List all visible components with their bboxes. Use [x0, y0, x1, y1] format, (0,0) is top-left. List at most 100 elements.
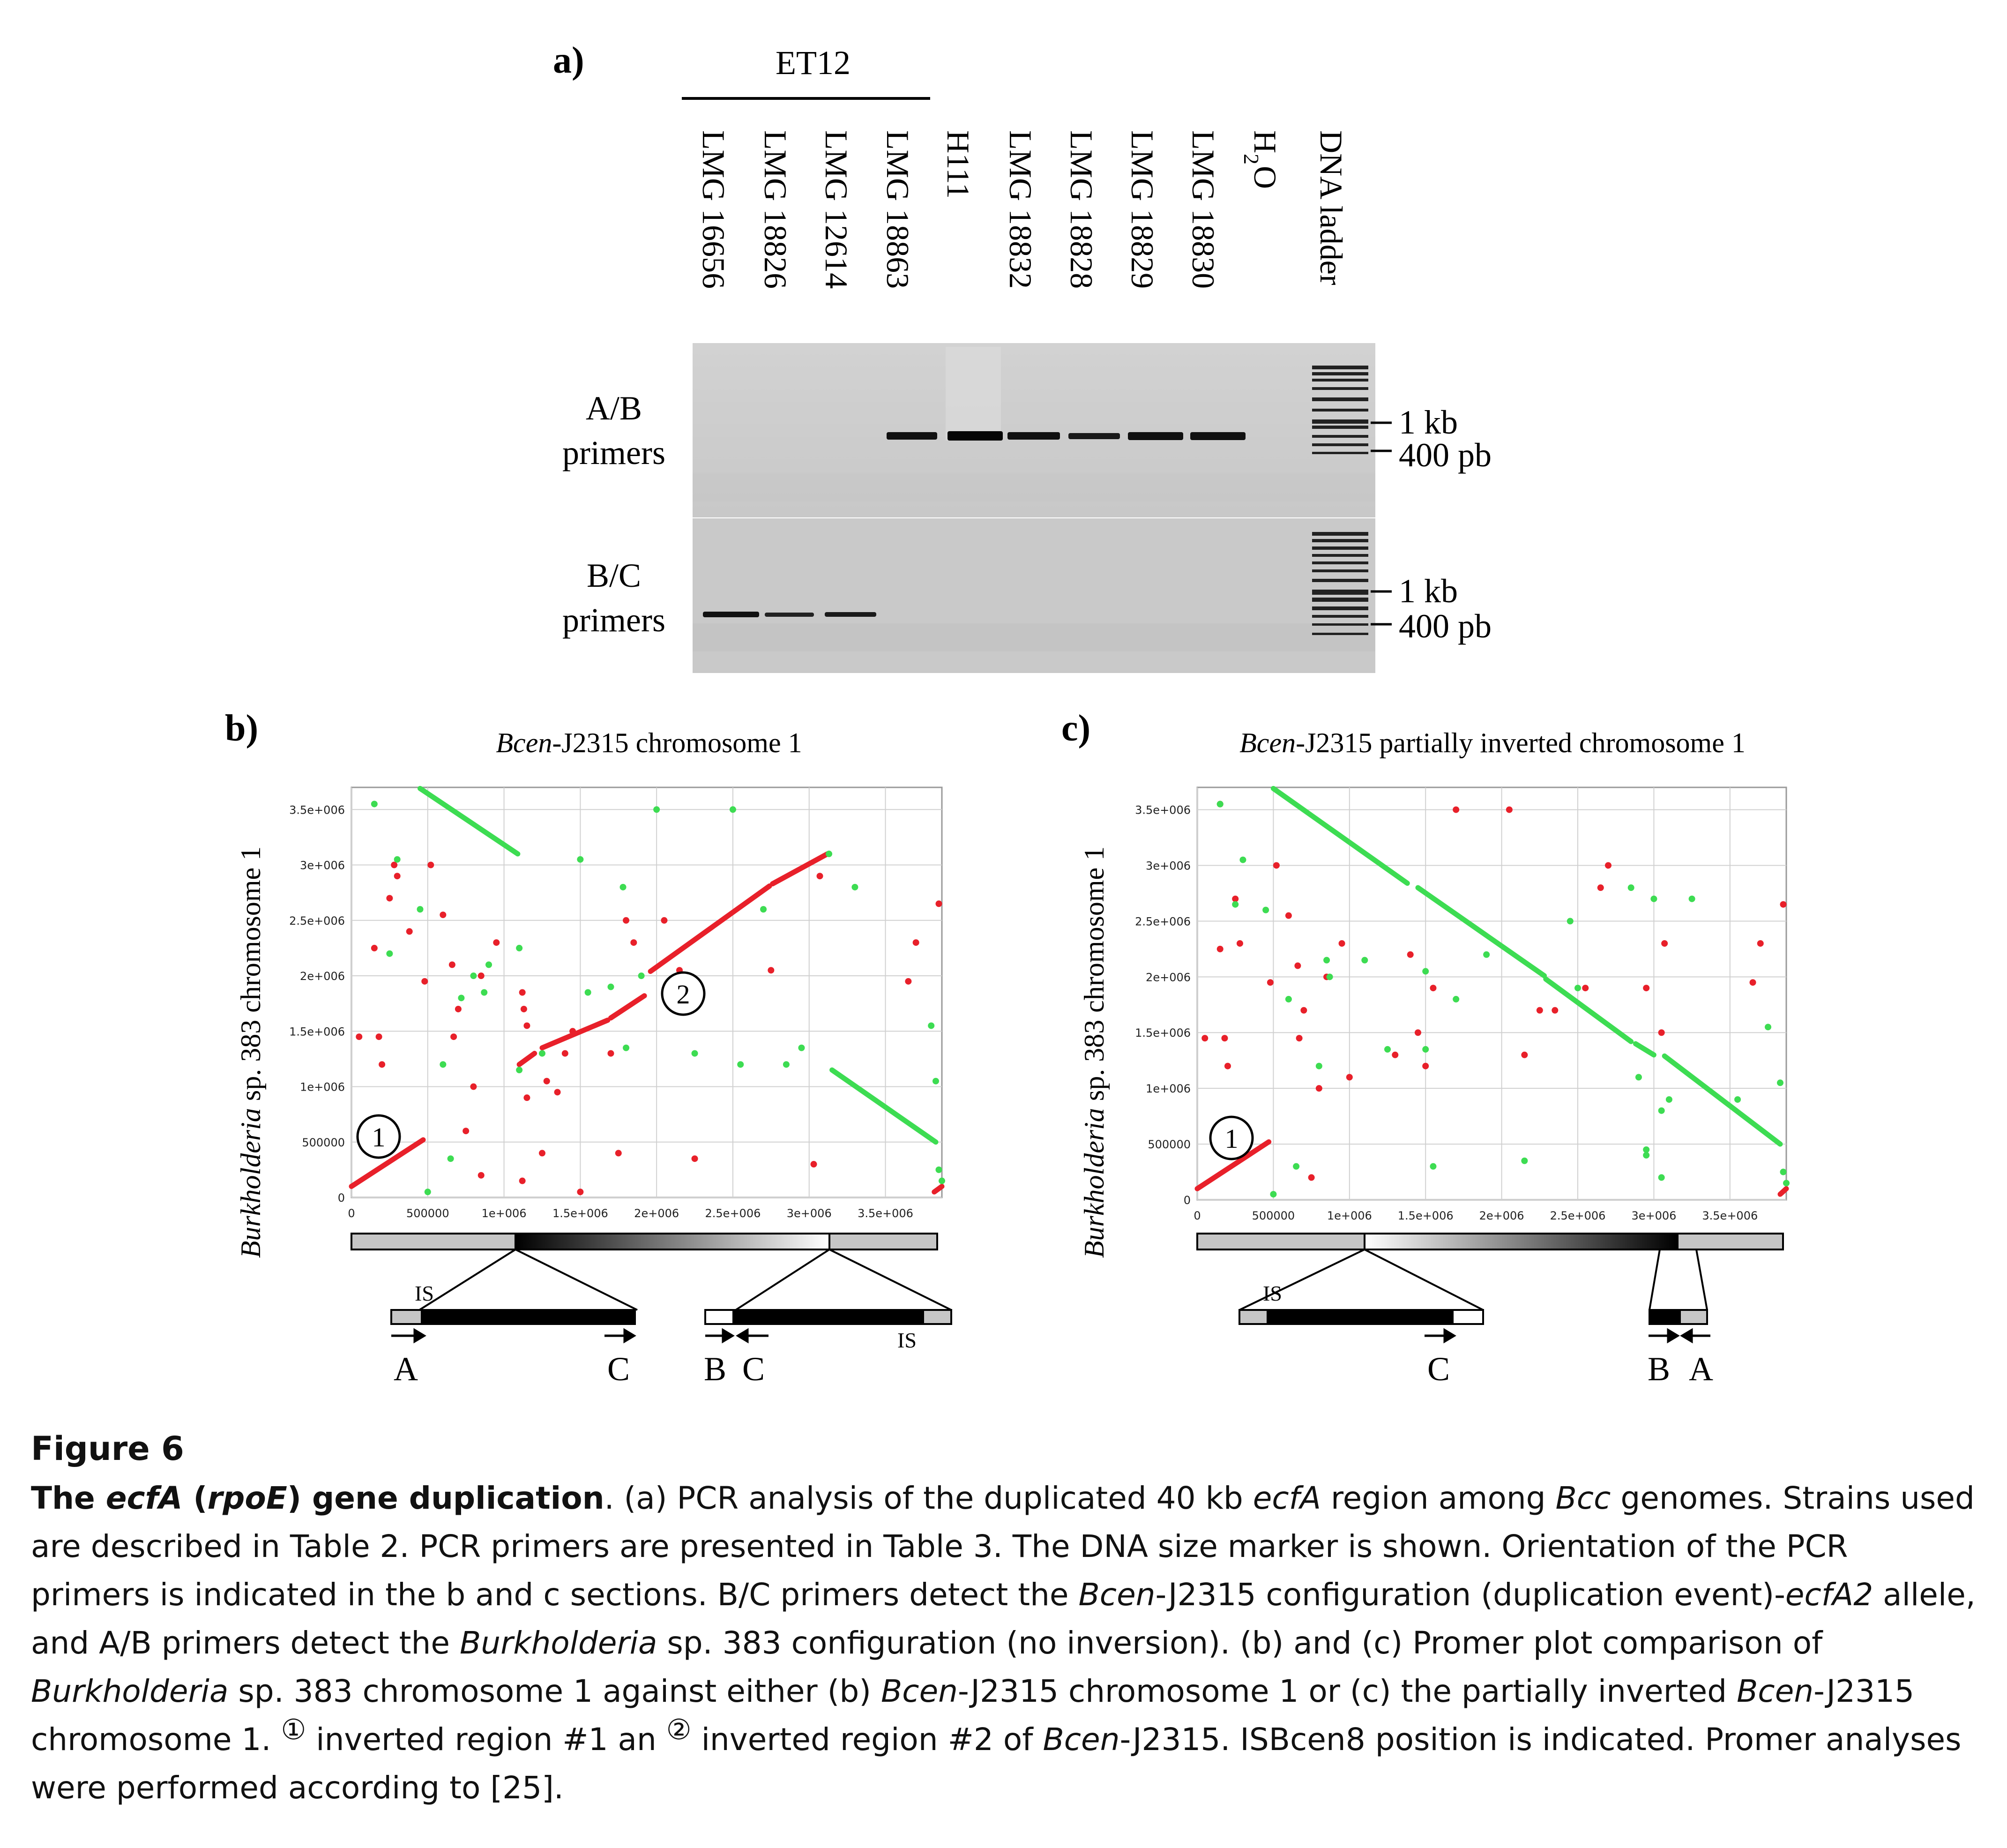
x-tick-label: 0 [348, 1207, 355, 1220]
lane-label-h2o: H 2 O [1239, 130, 1283, 189]
y-tick-label: 500000 [1148, 1138, 1191, 1151]
green-match-point [1262, 906, 1269, 913]
green-match-point [1323, 957, 1330, 964]
red-match-point [1346, 1074, 1353, 1081]
y-tick-label: 1.5e+006 [289, 1025, 345, 1038]
x-tick-label: 0 [1194, 1209, 1201, 1222]
green-match-point [939, 1177, 945, 1184]
green-alignment-segment [1415, 885, 1547, 979]
red-match-point [816, 873, 823, 880]
gel-band [1068, 433, 1120, 439]
panel-a: a) ET12 LMG 16656 LMG 18826 LMG 12614 LM… [553, 40, 1492, 673]
y-tick-label: 2.5e+006 [289, 914, 345, 928]
x-tick-label: 500000 [406, 1207, 449, 1220]
red-match-point [356, 1033, 363, 1040]
red-match-point [1338, 940, 1345, 947]
panel-c-title: Bcen-J2315 partially inverted chromosome… [1239, 727, 1746, 758]
primer-label: B [704, 1350, 726, 1388]
green-match-point [1422, 1046, 1429, 1053]
is-label: IS [415, 1281, 434, 1305]
green-match-point [1216, 801, 1224, 808]
red-match-point [935, 900, 942, 907]
red-alignment-segment [1777, 1186, 1789, 1197]
red-match-point [440, 911, 447, 918]
gel-row-bc: 1 kb 400 pb [693, 518, 1492, 673]
panel-c-label: c) [1061, 708, 1090, 749]
x-tick-label: 3.5e+006 [858, 1207, 913, 1220]
plot-c: 00 500000 500000 1e+006 1e+006 1.5e+006 1.5e+0… [1135, 786, 1790, 1222]
caption-body: The ecfA (rpoE) gene duplication. (a) PC… [31, 1480, 1976, 1806]
red-match-point [1453, 806, 1460, 813]
x-tick-label: 2.5e+006 [705, 1207, 761, 1220]
marker-1kb: 1 kb [1399, 404, 1458, 441]
panel-b-label: b) [225, 708, 258, 749]
red-match-point [615, 1150, 622, 1157]
green-match-point [386, 950, 393, 957]
red-match-point [379, 1061, 386, 1068]
circled-1: ① [281, 1713, 306, 1746]
red-match-point [391, 861, 398, 868]
y-tick-label: 3.5e+006 [1135, 804, 1191, 817]
red-match-point [455, 1005, 462, 1012]
marker-2-b: 2 [661, 971, 706, 1016]
y-tick-label: 3e+006 [1146, 859, 1191, 872]
red-match-point [661, 917, 668, 924]
green-match-point [1453, 995, 1460, 1003]
y-tick-label: 500000 [302, 1136, 345, 1149]
green-match-point [458, 995, 465, 1002]
green-match-point [1780, 1168, 1787, 1175]
y-tick-label: 3e+006 [300, 859, 345, 872]
panel-c-ylabel: Burkholderia sp. 383 chromosome 1 [1079, 846, 1110, 1258]
red-match-point [1643, 985, 1650, 992]
green-match-point [1643, 1146, 1650, 1153]
red-match-point [463, 1128, 470, 1135]
svg-text:1: 1 [372, 1122, 386, 1152]
red-match-point [768, 967, 775, 974]
green-match-point [424, 1189, 431, 1196]
red-match-point [1407, 951, 1414, 958]
x-tick-label: 1e+006 [1327, 1209, 1372, 1222]
red-match-point [543, 1077, 550, 1085]
red-alignment-segment [349, 1137, 426, 1189]
gel-band [1007, 432, 1060, 440]
green-match-point [798, 1044, 805, 1051]
green-match-point [417, 906, 424, 913]
red-match-point [450, 1033, 457, 1040]
red-match-point [1521, 1051, 1528, 1058]
red-match-point [394, 873, 401, 880]
green-alignment-segment [1270, 786, 1410, 886]
red-match-point [1294, 962, 1301, 969]
red-match-point [1216, 945, 1224, 952]
green-match-point [470, 973, 477, 980]
red-match-point [406, 928, 413, 935]
red-alignment-segment [516, 1051, 537, 1067]
figure-caption: Figure 6 The ecfA (rpoE) gene duplicatio… [31, 1425, 1976, 1812]
gel-band [765, 613, 814, 617]
row1-label-bottom: primers [562, 434, 665, 471]
green-match-point [371, 801, 378, 808]
red-match-point [1296, 1035, 1303, 1042]
primer-label: C [742, 1350, 765, 1388]
x-tick-label: 2e+006 [634, 1207, 679, 1220]
y-tick-label: 0 [1184, 1194, 1191, 1207]
red-match-point [810, 1161, 817, 1168]
marker-1kb-2: 1 kb [1399, 572, 1458, 610]
green-match-point [691, 1050, 698, 1057]
y-tick-label: 0 [338, 1191, 345, 1205]
red-match-point [1392, 1051, 1399, 1058]
red-match-point [1315, 1085, 1322, 1092]
red-match-point [1749, 979, 1756, 986]
red-match-point [1201, 1035, 1209, 1042]
red-match-point [520, 1005, 527, 1012]
green-match-point [1765, 1024, 1772, 1031]
green-match-point [1574, 985, 1582, 992]
red-match-point [569, 1028, 576, 1035]
green-match-point [619, 883, 627, 890]
row2-label-bottom: primers [562, 601, 665, 639]
red-match-point [623, 917, 630, 924]
red-match-point [905, 978, 912, 985]
lane-label: LMG 18828 [1064, 130, 1099, 289]
dna-ladder-1 [1312, 366, 1368, 454]
lane-labels: LMG 16656 LMG 18826 LMG 12614 LMG 18863 … [696, 130, 1349, 289]
green-match-point [623, 1044, 630, 1051]
